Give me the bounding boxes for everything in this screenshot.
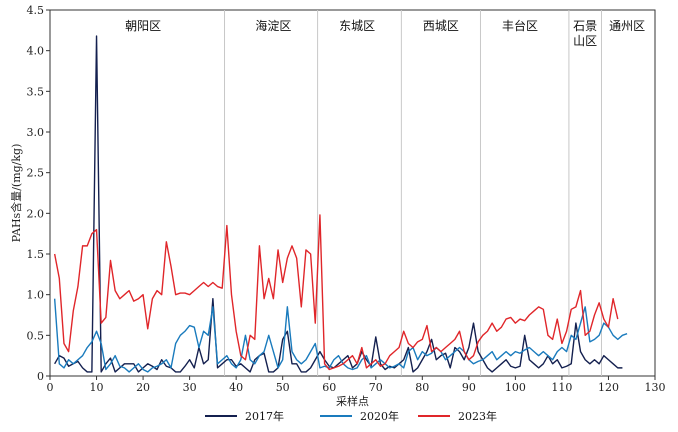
- legend-label-2: 2023年: [458, 409, 497, 423]
- y-tick-label: 3.0: [27, 126, 45, 139]
- plot-border: [49, 9, 656, 377]
- x-tick-label: 20: [136, 381, 150, 394]
- district-label: 海淀区: [255, 18, 291, 33]
- x-tick-label: 80: [415, 381, 429, 394]
- series-lines: [53, 35, 628, 373]
- district-label: 丰台区: [502, 18, 538, 33]
- district-label: 西城区: [423, 19, 459, 33]
- y-tick-label: 1.5: [27, 248, 45, 261]
- x-tick-label: 70: [369, 381, 383, 394]
- series-line-2: [53, 214, 619, 371]
- x-tick-label: 0: [47, 381, 54, 394]
- district-label: 朝阳区: [125, 19, 161, 33]
- x-tick-label: 120: [598, 381, 619, 394]
- x-tick-label: 100: [505, 381, 526, 394]
- y-tick-label: 2.5: [27, 167, 45, 180]
- x-tick-label: 50: [276, 381, 290, 394]
- y-tick-label: 4.5: [27, 4, 45, 17]
- y-tick-label: 4.0: [27, 45, 45, 58]
- x-tick-label: 30: [183, 381, 197, 394]
- y-axis-title: PAHs含量/(mg/kg): [9, 144, 23, 243]
- x-tick-label: 60: [322, 381, 336, 394]
- series-line-0: [54, 35, 623, 373]
- legend: 2017年 2020年 2023年: [205, 409, 497, 423]
- x-tick-label: 40: [229, 381, 243, 394]
- y-tick-label: 0.5: [27, 329, 45, 342]
- y-axis-ticks: 0 0.5 1.0 1.5 2.0 2.5 3.0 3.5 4.0 4.5: [27, 4, 50, 383]
- series-line-1: [53, 298, 628, 373]
- plot-frame: [49, 9, 656, 377]
- y-tick-label: 2.0: [27, 207, 45, 220]
- legend-label-0: 2017年: [245, 409, 284, 423]
- y-tick-label: 1.0: [27, 289, 45, 302]
- district-label: 东城区: [339, 19, 375, 33]
- x-axis-ticks: 0 10 20 30 40 50 60 70 80 90 100 110 120 130: [47, 376, 666, 394]
- y-tick-label: 0: [37, 370, 44, 383]
- district-dividers: [224, 10, 602, 376]
- district-label: 通州区: [609, 19, 645, 33]
- district-label: 石景山区: [573, 19, 597, 48]
- y-tick-label: 3.5: [27, 85, 45, 98]
- x-tick-label: 10: [90, 381, 104, 394]
- x-tick-label: 90: [462, 381, 476, 394]
- legend-label-1: 2020年: [360, 409, 399, 423]
- x-axis-title: 采样点: [336, 394, 369, 408]
- x-tick-label: 130: [645, 381, 666, 394]
- x-tick-label: 110: [551, 381, 572, 394]
